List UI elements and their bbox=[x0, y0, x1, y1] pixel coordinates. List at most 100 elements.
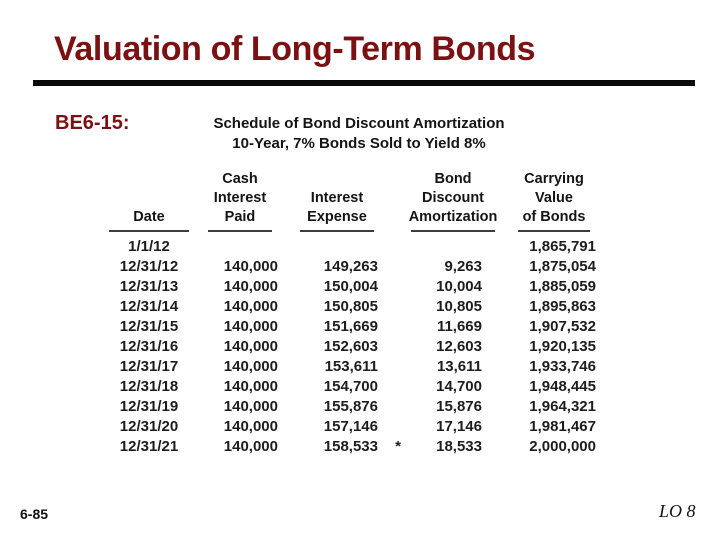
cell-cash-interest-paid: 140,000 bbox=[223, 258, 278, 275]
cell-carrying-value: 1,981,467 bbox=[529, 418, 596, 435]
exercise-label: BE6-15: bbox=[55, 112, 130, 134]
cell-carrying-value: 1,895,863 bbox=[529, 298, 596, 315]
cell-date: 12/31/18 bbox=[119, 378, 179, 395]
cell-cash-interest-paid bbox=[192, 237, 288, 257]
column-header-interest-expense: Interest Expense bbox=[288, 170, 386, 232]
header-underline bbox=[208, 230, 272, 232]
schedule-title: Schedule of Bond Discount Amortization bbox=[213, 115, 505, 132]
cell-interest-expense: 151,669 bbox=[323, 318, 378, 335]
header-underline bbox=[411, 230, 495, 232]
cell-carrying-value: 1,885,059 bbox=[529, 278, 596, 295]
cell-date: 12/31/21 bbox=[119, 438, 179, 455]
column-header-cash-interest-paid: Cash Interest Paid bbox=[192, 170, 288, 232]
cell-discount-amortization: 15,876 bbox=[436, 398, 482, 415]
cell-discount-amortization bbox=[410, 237, 496, 257]
cell-rounding-asterisk bbox=[386, 297, 410, 317]
cell-rounding-asterisk bbox=[386, 277, 410, 297]
table-row: 12/31/14 140,000 150,805 10,805 1,895,863 bbox=[106, 297, 612, 317]
table-row: 12/31/21 140,000 158,533 * 18,533 2,000,000 bbox=[106, 437, 612, 457]
table-row: 12/31/18 140,000 154,700 14,700 1,948,445 bbox=[106, 377, 612, 397]
cell-rounding-asterisk bbox=[386, 417, 410, 437]
table-row: 12/31/16 140,000 152,603 12,603 1,920,135 bbox=[106, 337, 612, 357]
amortization-schedule: Schedule of Bond Discount Amortization 1… bbox=[106, 114, 612, 457]
cell-interest-expense: 150,805 bbox=[323, 298, 378, 315]
slide-page-number: 6-85 bbox=[20, 506, 49, 522]
cell-rounding-asterisk bbox=[386, 397, 410, 417]
cell-date: 12/31/15 bbox=[119, 318, 179, 335]
cell-carrying-value: 1,933,746 bbox=[529, 358, 596, 375]
header-underline bbox=[109, 230, 189, 232]
table-row: 12/31/19 140,000 155,876 15,876 1,964,321 bbox=[106, 397, 612, 417]
cell-interest-expense: 149,263 bbox=[323, 258, 378, 275]
column-header-label: Date bbox=[133, 209, 165, 225]
column-header-label: Interest Expense bbox=[307, 190, 367, 225]
cell-interest-expense: 154,700 bbox=[323, 378, 378, 395]
cell-interest-expense: 155,876 bbox=[323, 398, 378, 415]
cell-cash-interest-paid: 140,000 bbox=[223, 278, 278, 295]
column-header-bond-discount-amortization: Bond Discount Amortization bbox=[408, 170, 498, 232]
cell-date: 12/31/16 bbox=[119, 338, 179, 355]
page-title: Valuation of Long-Term Bonds bbox=[54, 30, 536, 68]
cell-discount-amortization: 17,146 bbox=[436, 418, 482, 435]
cell-discount-amortization: 14,700 bbox=[436, 378, 482, 395]
cell-carrying-value: 1,865,791 bbox=[529, 238, 596, 255]
header-underline bbox=[300, 230, 374, 232]
column-header-carrying-value: Carrying Value of Bonds bbox=[496, 170, 612, 232]
cell-date: 1/1/12 bbox=[128, 238, 170, 255]
column-header-spacer bbox=[386, 170, 410, 232]
table-row: 12/31/15 140,000 151,669 11,669 1,907,532 bbox=[106, 317, 612, 337]
column-header-date: Date bbox=[106, 170, 192, 232]
cell-carrying-value: 1,920,135 bbox=[529, 338, 596, 355]
cell-cash-interest-paid: 140,000 bbox=[223, 358, 278, 375]
cell-interest-expense bbox=[288, 237, 386, 257]
cell-interest-expense: 152,603 bbox=[323, 338, 378, 355]
cell-rounding-asterisk bbox=[386, 317, 410, 337]
cell-date: 12/31/13 bbox=[119, 278, 179, 295]
cell-rounding-asterisk bbox=[386, 257, 410, 277]
cell-discount-amortization: 10,004 bbox=[436, 278, 482, 295]
cell-discount-amortization: 10,805 bbox=[436, 298, 482, 315]
cell-rounding-asterisk: * bbox=[395, 438, 401, 455]
table-row: 12/31/13 140,000 150,004 10,004 1,885,059 bbox=[106, 277, 612, 297]
cell-carrying-value: 1,907,532 bbox=[529, 318, 596, 335]
cell-interest-expense: 157,146 bbox=[323, 418, 378, 435]
column-header-label: Bond Discount Amortization bbox=[408, 171, 498, 225]
column-header-label: Cash Interest Paid bbox=[213, 171, 267, 225]
cell-discount-amortization: 9,263 bbox=[444, 258, 482, 275]
header-underline bbox=[518, 230, 590, 232]
cell-interest-expense: 158,533 bbox=[323, 438, 378, 455]
table-row: 12/31/12 140,000 149,263 9,263 1,875,054 bbox=[106, 257, 612, 277]
cell-discount-amortization: 12,603 bbox=[436, 338, 482, 355]
cell-cash-interest-paid: 140,000 bbox=[223, 338, 278, 355]
cell-cash-interest-paid: 140,000 bbox=[223, 398, 278, 415]
cell-discount-amortization: 13,611 bbox=[436, 358, 482, 375]
cell-cash-interest-paid: 140,000 bbox=[223, 418, 278, 435]
cell-carrying-value: 1,964,321 bbox=[529, 398, 596, 415]
table-row: 12/31/17 140,000 153,611 13,611 1,933,746 bbox=[106, 357, 612, 377]
cell-discount-amortization: 18,533 bbox=[436, 438, 482, 455]
learning-objective-tag: LO 8 bbox=[659, 501, 696, 521]
cell-date: 12/31/12 bbox=[119, 258, 179, 275]
cell-interest-expense: 153,611 bbox=[324, 358, 378, 375]
cell-cash-interest-paid: 140,000 bbox=[223, 318, 278, 335]
title-underline bbox=[33, 80, 695, 86]
cell-interest-expense: 150,004 bbox=[323, 278, 378, 295]
cell-carrying-value: 2,000,000 bbox=[529, 438, 596, 455]
schedule-rows: 1/1/12 1,865,791 12/31/12 140,000 149,263 9,2… bbox=[106, 237, 612, 457]
cell-rounding-asterisk bbox=[386, 357, 410, 377]
cell-date: 12/31/17 bbox=[119, 358, 179, 375]
schedule-header-row: Date Cash Interest Paid Interest Expense… bbox=[106, 170, 612, 232]
schedule-subtitle: 10-Year, 7% Bonds Sold to Yield 8% bbox=[232, 135, 486, 152]
cell-rounding-asterisk bbox=[386, 377, 410, 397]
cell-date: 12/31/20 bbox=[119, 418, 179, 435]
cell-cash-interest-paid: 140,000 bbox=[223, 378, 278, 395]
cell-rounding-asterisk bbox=[386, 337, 410, 357]
table-row: 12/31/20 140,000 157,146 17,146 1,981,467 bbox=[106, 417, 612, 437]
cell-cash-interest-paid: 140,000 bbox=[223, 298, 278, 315]
cell-date: 12/31/14 bbox=[119, 298, 179, 315]
table-row: 1/1/12 1,865,791 bbox=[106, 237, 612, 257]
cell-rounding-asterisk bbox=[386, 237, 410, 257]
cell-date: 12/31/19 bbox=[119, 398, 179, 415]
cell-discount-amortization: 11,669 bbox=[436, 318, 482, 335]
